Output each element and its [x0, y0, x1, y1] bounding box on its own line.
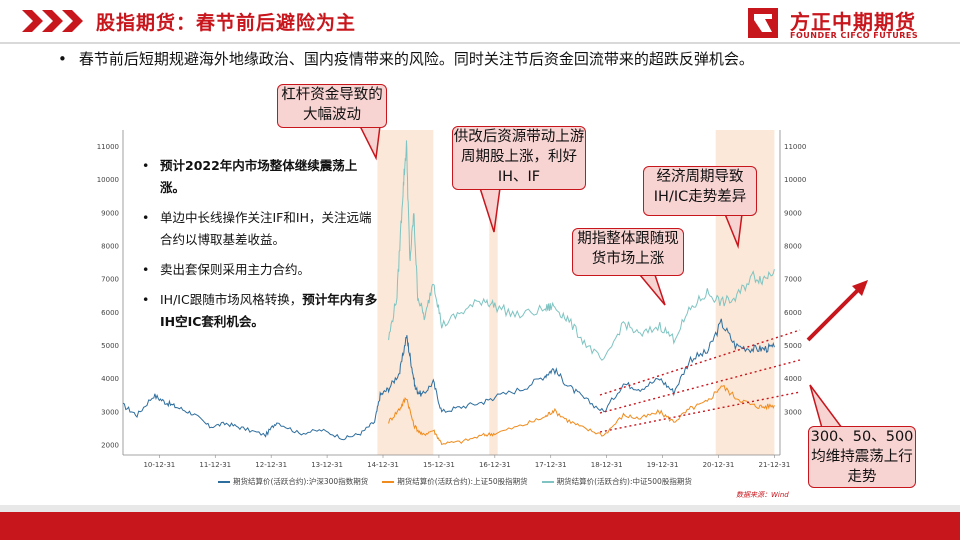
forecast-item: • 单边中长线操作关注IF和IH，关注远端合约以博取基差收益。 — [142, 210, 372, 247]
legend-label: 期货结算价(活跃合约):上证50股指期货 — [397, 477, 528, 486]
x-tick-label: 10-12-31 — [143, 461, 175, 469]
x-tick-label: 18-12-31 — [591, 461, 623, 469]
trend-line-lower — [599, 391, 801, 433]
x-tick-label: 14-12-31 — [367, 461, 399, 469]
x-tick-label: 13-12-31 — [311, 461, 343, 469]
y-tick-label-right: 9000 — [784, 209, 802, 217]
callout-pointer-follow — [638, 274, 666, 306]
chart-series — [122, 140, 775, 446]
x-tick-label: 20-12-31 — [703, 461, 735, 469]
y-tick-label-right: 3000 — [784, 408, 802, 416]
logo-text-cn: 方正中期期货 — [790, 10, 916, 34]
forecast-item: • IH/IC跟随市场风格转换，预计年内有多IH空IC套利机会。 — [142, 292, 378, 329]
y-tick-label-right: 8000 — [784, 243, 802, 251]
y-tick-label-right: 11000 — [784, 143, 806, 151]
uptrend-arrow-icon — [806, 284, 864, 342]
callout-range: 300、50、500均维持震荡上行走势 — [808, 426, 916, 488]
callout-leverage: 杠杆资金导致的大幅波动 — [277, 84, 387, 128]
summary-bullet: • 春节前后短期规避海外地缘政治、国内疫情带来的风险。同时关注节后资金回流带来的超… — [58, 50, 754, 68]
logo-mark-icon — [748, 8, 778, 38]
chevron-arrows-icon — [22, 10, 83, 32]
summary-bullet-text: 春节前后短期规避海外地缘政治、国内疫情带来的风险。同时关注节后资金回流带来的超跌… — [78, 50, 754, 68]
series-line-0 — [122, 318, 775, 441]
y-tick-label-right: 5000 — [784, 342, 802, 350]
footer-bar — [0, 512, 960, 540]
highlight-band — [377, 130, 434, 455]
y-tick-label-left: 2000 — [101, 442, 119, 450]
x-tick-label: 11-12-31 — [199, 461, 231, 469]
footer-band — [0, 505, 960, 512]
legend-item: 期货结算价(活跃合约):沪深300指数期货 — [218, 476, 368, 487]
uptrend-arrowhead-icon — [852, 280, 868, 296]
series-line-1 — [388, 384, 775, 446]
y-tick-label-left: 8000 — [101, 243, 119, 251]
chart-axes: 2000 3000 4000 5000 6000 7000 8000 9000 10000 110… — [97, 130, 806, 469]
y-tick-label-left: 10000 — [97, 176, 119, 184]
callout-supply-reform: 供改后资源带动上游周期股上涨，利好IH、IF — [452, 126, 586, 190]
series-line-2 — [388, 140, 775, 361]
chart-legend: 期货结算价(活跃合约):沪深300指数期货 期货结算价(活跃合约):上证50股指期… — [218, 476, 706, 487]
y-tick-label-left: 11000 — [97, 143, 119, 151]
legend-item: 期货结算价(活跃合约):中证500股指期货 — [541, 476, 692, 487]
data-source: 数据来源：Wind — [736, 491, 789, 499]
legend-swatch — [218, 481, 230, 483]
x-tick-label: 12-12-31 — [255, 461, 287, 469]
x-tick-label: 15-12-31 — [423, 461, 455, 469]
logo-text-en: FOUNDER CIFCO FUTURES — [790, 31, 919, 40]
header: 股指期货：春节前后避险为主 方正中期期货 FOUNDER CIFCO FUTUR… — [0, 0, 960, 44]
legend-label: 期货结算价(活跃合约):中证500股指期货 — [556, 477, 692, 486]
y-tick-label-left: 3000 — [101, 408, 119, 416]
callout-follow-spot: 期指整体跟随现货市场上涨 — [572, 228, 684, 276]
y-tick-label-left: 7000 — [101, 276, 119, 284]
x-tick-label: 21-12-31 — [759, 461, 791, 469]
y-tick-label-right: 10000 — [784, 176, 806, 184]
legend-swatch — [541, 481, 554, 483]
forecast-item: • 预计2022年内市场整体继续震荡上涨。 — [142, 158, 358, 195]
chart-annotations — [358, 125, 868, 433]
y-tick-label-right: 7000 — [784, 276, 802, 284]
y-tick-label-left: 4000 — [101, 375, 119, 383]
x-tick-label: 19-12-31 — [647, 461, 679, 469]
forecast-item: • 卖出套保则采用主力合约。 — [142, 262, 311, 277]
trend-line-upper — [599, 329, 801, 396]
callout-cycle: 经济周期导致IH/IC走势差异 — [643, 166, 757, 216]
y-tick-label-left: 6000 — [101, 309, 119, 317]
page-title: 股指期货：春节前后避险为主 — [96, 12, 357, 34]
callout-pointer-range — [809, 384, 844, 429]
callout-pointer-leverage — [358, 125, 381, 161]
x-tick-label: 17-12-31 — [535, 461, 567, 469]
y-tick-label-right: 4000 — [784, 375, 802, 383]
y-tick-label-left: 9000 — [101, 209, 119, 217]
legend-item: 期货结算价(活跃合约):上证50股指期货 — [382, 476, 528, 487]
forecast-list: • 预计2022年内市场整体继续震荡上涨。 • 单边中长线操作关注IF和IH，关注远… — [140, 155, 380, 341]
legend-swatch — [382, 481, 395, 483]
legend-label: 期货结算价(活跃合约):沪深300指数期货 — [233, 477, 369, 486]
y-tick-label-left: 5000 — [101, 342, 119, 350]
header-divider — [0, 42, 960, 44]
y-tick-label-right: 6000 — [784, 309, 802, 317]
company-logo: 方正中期期货 FOUNDER CIFCO FUTURES — [746, 4, 946, 44]
highlight-band — [489, 130, 498, 455]
x-tick-label: 16-12-31 — [479, 461, 511, 469]
